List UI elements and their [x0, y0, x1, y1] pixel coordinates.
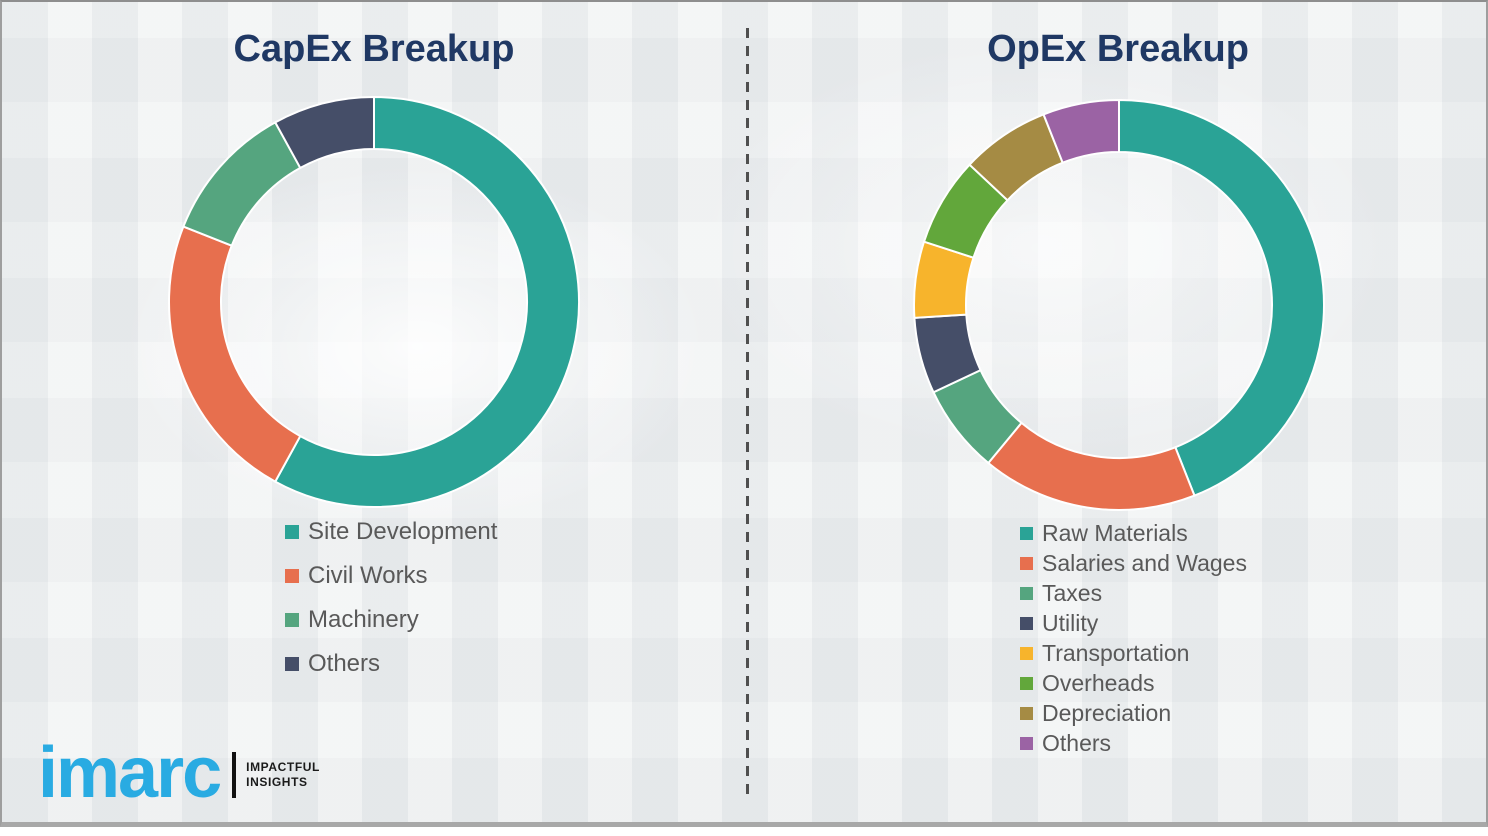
legend-label: Site Development: [308, 518, 498, 545]
legend-label: Taxes: [1042, 579, 1103, 606]
legend-swatch: [1020, 586, 1033, 600]
legend-swatch: [285, 613, 299, 627]
legend-label: Others: [308, 650, 381, 677]
donut-segment-others: [273, 95, 375, 170]
opex-chart-title: OpEx Breakup: [987, 28, 1249, 70]
legend-item-site-development: Site Development: [285, 510, 497, 554]
legend-swatch: [1020, 676, 1033, 690]
legend-item-others: Others: [1020, 728, 1247, 758]
legend-swatch: [285, 569, 299, 583]
legend-item-raw-materials: Raw Materials: [1020, 518, 1247, 548]
legend-item-transportation: Transportation: [1020, 638, 1247, 668]
legend-label: Salaries and Wages: [1042, 549, 1247, 576]
legend-item-overheads: Overheads: [1020, 668, 1247, 698]
divider-dashed-line: [746, 28, 749, 794]
capex-legend: Site Development Civil Works Machinery Othe…: [285, 510, 497, 686]
legend-swatch: [1020, 526, 1033, 540]
opex-legend: Raw Materials Salaries and Wages Taxes Util…: [1020, 518, 1247, 758]
legend-label: Others: [1042, 729, 1112, 756]
imarc-logo: imarc IMPACTFUL INSIGHTS: [38, 733, 320, 813]
legend-swatch: [1020, 706, 1033, 720]
imarc-logo-wordmark: imarc: [38, 733, 222, 813]
legend-item-salaries-and-wages: Salaries and Wages: [1020, 548, 1247, 578]
legend-swatch: [285, 525, 299, 539]
legend-item-machinery: Machinery: [285, 598, 497, 642]
legend-label: Civil Works: [308, 562, 428, 589]
legend-item-taxes: Taxes: [1020, 578, 1247, 608]
logo-separator-bar: [232, 752, 237, 798]
opex-donut-chart: [913, 98, 1325, 511]
capex-panel: CapEx Breakup Site Development Civil Work…: [2, 2, 746, 822]
legend-swatch: [1020, 556, 1033, 570]
legend-label: Overheads: [1042, 669, 1155, 696]
donut-segment-site-development: [273, 95, 580, 508]
legend-item-civil-works: Civil Works: [285, 554, 497, 598]
legend-label: Raw Materials: [1042, 519, 1188, 546]
logo-tagline-line2: INSIGHTS: [246, 775, 308, 789]
legend-item-depreciation: Depreciation: [1020, 698, 1247, 728]
legend-swatch: [1020, 616, 1033, 630]
logo-tagline-line1: IMPACTFUL: [246, 760, 320, 774]
legend-label: Transportation: [1042, 639, 1190, 666]
capex-chart-title: CapEx Breakup: [233, 28, 515, 70]
legend-swatch: [1020, 646, 1033, 660]
capex-donut-chart: [168, 95, 580, 508]
donut-segment-salaries-and-wages: [986, 421, 1196, 511]
legend-label: Depreciation: [1042, 699, 1172, 726]
legend-swatch: [1020, 736, 1033, 750]
legend-swatch: [285, 657, 299, 671]
donut-segment-machinery: [182, 121, 302, 247]
opex-panel: OpEx Breakup Raw Materials Salaries and W…: [746, 2, 1486, 822]
donut-segment-raw-materials: [1118, 98, 1325, 497]
legend-item-utility: Utility: [1020, 608, 1247, 638]
logo-tagline: IMPACTFUL INSIGHTS: [246, 760, 320, 804]
legend-label: Utility: [1042, 609, 1099, 636]
legend-label: Machinery: [308, 606, 419, 633]
legend-item-others: Others: [285, 642, 497, 686]
donut-segment-others: [1042, 98, 1120, 165]
donut-segment-civil-works: [168, 225, 302, 483]
